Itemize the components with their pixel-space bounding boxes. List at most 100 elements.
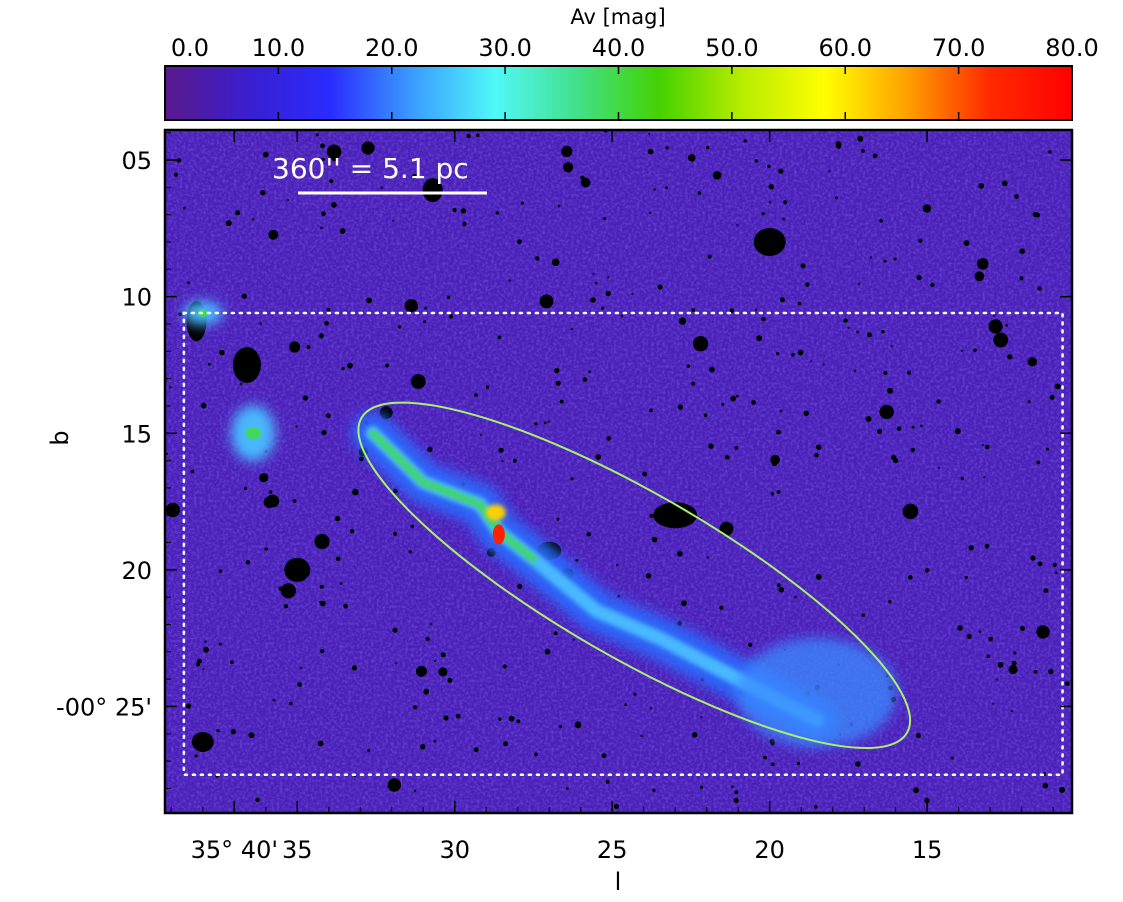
- star-hole: [408, 550, 412, 554]
- star-hole: [314, 533, 330, 550]
- star-hole: [539, 294, 554, 309]
- star-hole: [779, 409, 783, 413]
- star-hole: [556, 517, 560, 521]
- colorbar: [164, 65, 1073, 121]
- star-hole: [602, 217, 607, 221]
- star-hole: [544, 421, 547, 425]
- star-hole: [815, 574, 822, 580]
- star-hole: [1036, 460, 1041, 465]
- star-hole: [1036, 625, 1050, 639]
- star-hole: [351, 665, 358, 671]
- star-hole: [976, 258, 989, 270]
- star-hole: [918, 238, 923, 243]
- star-hole: [642, 471, 647, 477]
- star-hole: [761, 212, 765, 216]
- colorbar-tick-label: 80.0: [1045, 34, 1098, 62]
- star-hole: [1011, 660, 1017, 666]
- star-hole: [620, 315, 624, 318]
- star-hole: [647, 148, 654, 155]
- star-hole: [1037, 561, 1043, 567]
- star-hole: [843, 318, 848, 323]
- star-hole: [347, 362, 353, 369]
- map-image: [165, 130, 1072, 813]
- star-hole: [411, 173, 418, 180]
- star-hole: [447, 677, 453, 683]
- star-hole: [165, 502, 180, 518]
- star-hole: [1027, 400, 1031, 404]
- star-hole: [991, 702, 994, 705]
- star-hole: [410, 524, 415, 529]
- star-hole: [606, 436, 611, 441]
- star-hole: [200, 402, 207, 409]
- star-hole: [853, 369, 857, 372]
- star-hole: [700, 785, 704, 789]
- star-hole: [896, 426, 902, 431]
- star-hole: [847, 326, 850, 329]
- star-hole: [729, 308, 735, 313]
- star-hole: [857, 282, 861, 286]
- star-hole: [259, 473, 269, 483]
- star-hole: [320, 143, 325, 149]
- star-hole: [613, 803, 620, 810]
- star-hole: [366, 297, 372, 304]
- star-hole: [534, 422, 538, 426]
- star-hole: [1002, 180, 1008, 187]
- star-hole: [1027, 357, 1038, 367]
- plot-frame: [163, 128, 1074, 815]
- x-axis: 35° 40' 35 30 25 20 15: [170, 130, 1054, 864]
- star-hole: [575, 558, 579, 562]
- star-hole: [988, 319, 1003, 334]
- star-hole: [954, 428, 961, 435]
- star-hole: [857, 135, 864, 142]
- star-hole: [586, 532, 591, 537]
- star-hole: [706, 145, 710, 150]
- star-hole: [930, 282, 935, 287]
- star-hole: [733, 797, 739, 804]
- star-hole: [508, 715, 515, 722]
- star-hole: [761, 316, 766, 322]
- star-hole: [1049, 394, 1055, 400]
- star-hole: [235, 210, 241, 216]
- star-hole: [169, 386, 172, 389]
- star-hole: [207, 363, 211, 366]
- star-hole: [286, 198, 289, 202]
- star-hole: [295, 425, 298, 428]
- star-hole: [1048, 668, 1054, 675]
- star-hole: [678, 317, 687, 325]
- star-hole: [413, 705, 418, 710]
- star-hole: [462, 221, 467, 227]
- star-hole: [392, 627, 398, 633]
- star-hole: [1014, 194, 1019, 199]
- star-hole: [216, 729, 220, 733]
- star-hole: [361, 141, 375, 155]
- star-hole: [326, 144, 342, 160]
- star-hole: [194, 754, 198, 758]
- star-hole: [649, 408, 653, 413]
- star-hole: [860, 148, 865, 153]
- star-hole: [424, 307, 428, 310]
- colorbar-ticks: [164, 66, 1073, 120]
- star-hole: [736, 224, 739, 227]
- star-hole: [317, 740, 324, 747]
- star-hole: [730, 395, 736, 402]
- star-hole: [433, 739, 437, 743]
- filament-ellipse: [357, 401, 912, 750]
- star-hole: [697, 191, 702, 195]
- star-hole: [677, 404, 684, 410]
- star-hole: [289, 341, 301, 353]
- star-hole: [950, 756, 954, 760]
- star-hole: [446, 295, 451, 299]
- star-hole: [321, 157, 325, 161]
- star-hole: [466, 133, 471, 139]
- star-hole: [517, 239, 522, 245]
- star-hole: [248, 732, 255, 739]
- star-hole: [397, 325, 402, 329]
- star-hole: [343, 603, 348, 609]
- star-hole: [423, 688, 430, 695]
- star-hole: [756, 335, 763, 342]
- star-hole: [460, 208, 467, 214]
- star-hole: [245, 560, 251, 565]
- star-hole: [735, 394, 739, 398]
- colorbar-tick-label: 70.0: [932, 34, 985, 62]
